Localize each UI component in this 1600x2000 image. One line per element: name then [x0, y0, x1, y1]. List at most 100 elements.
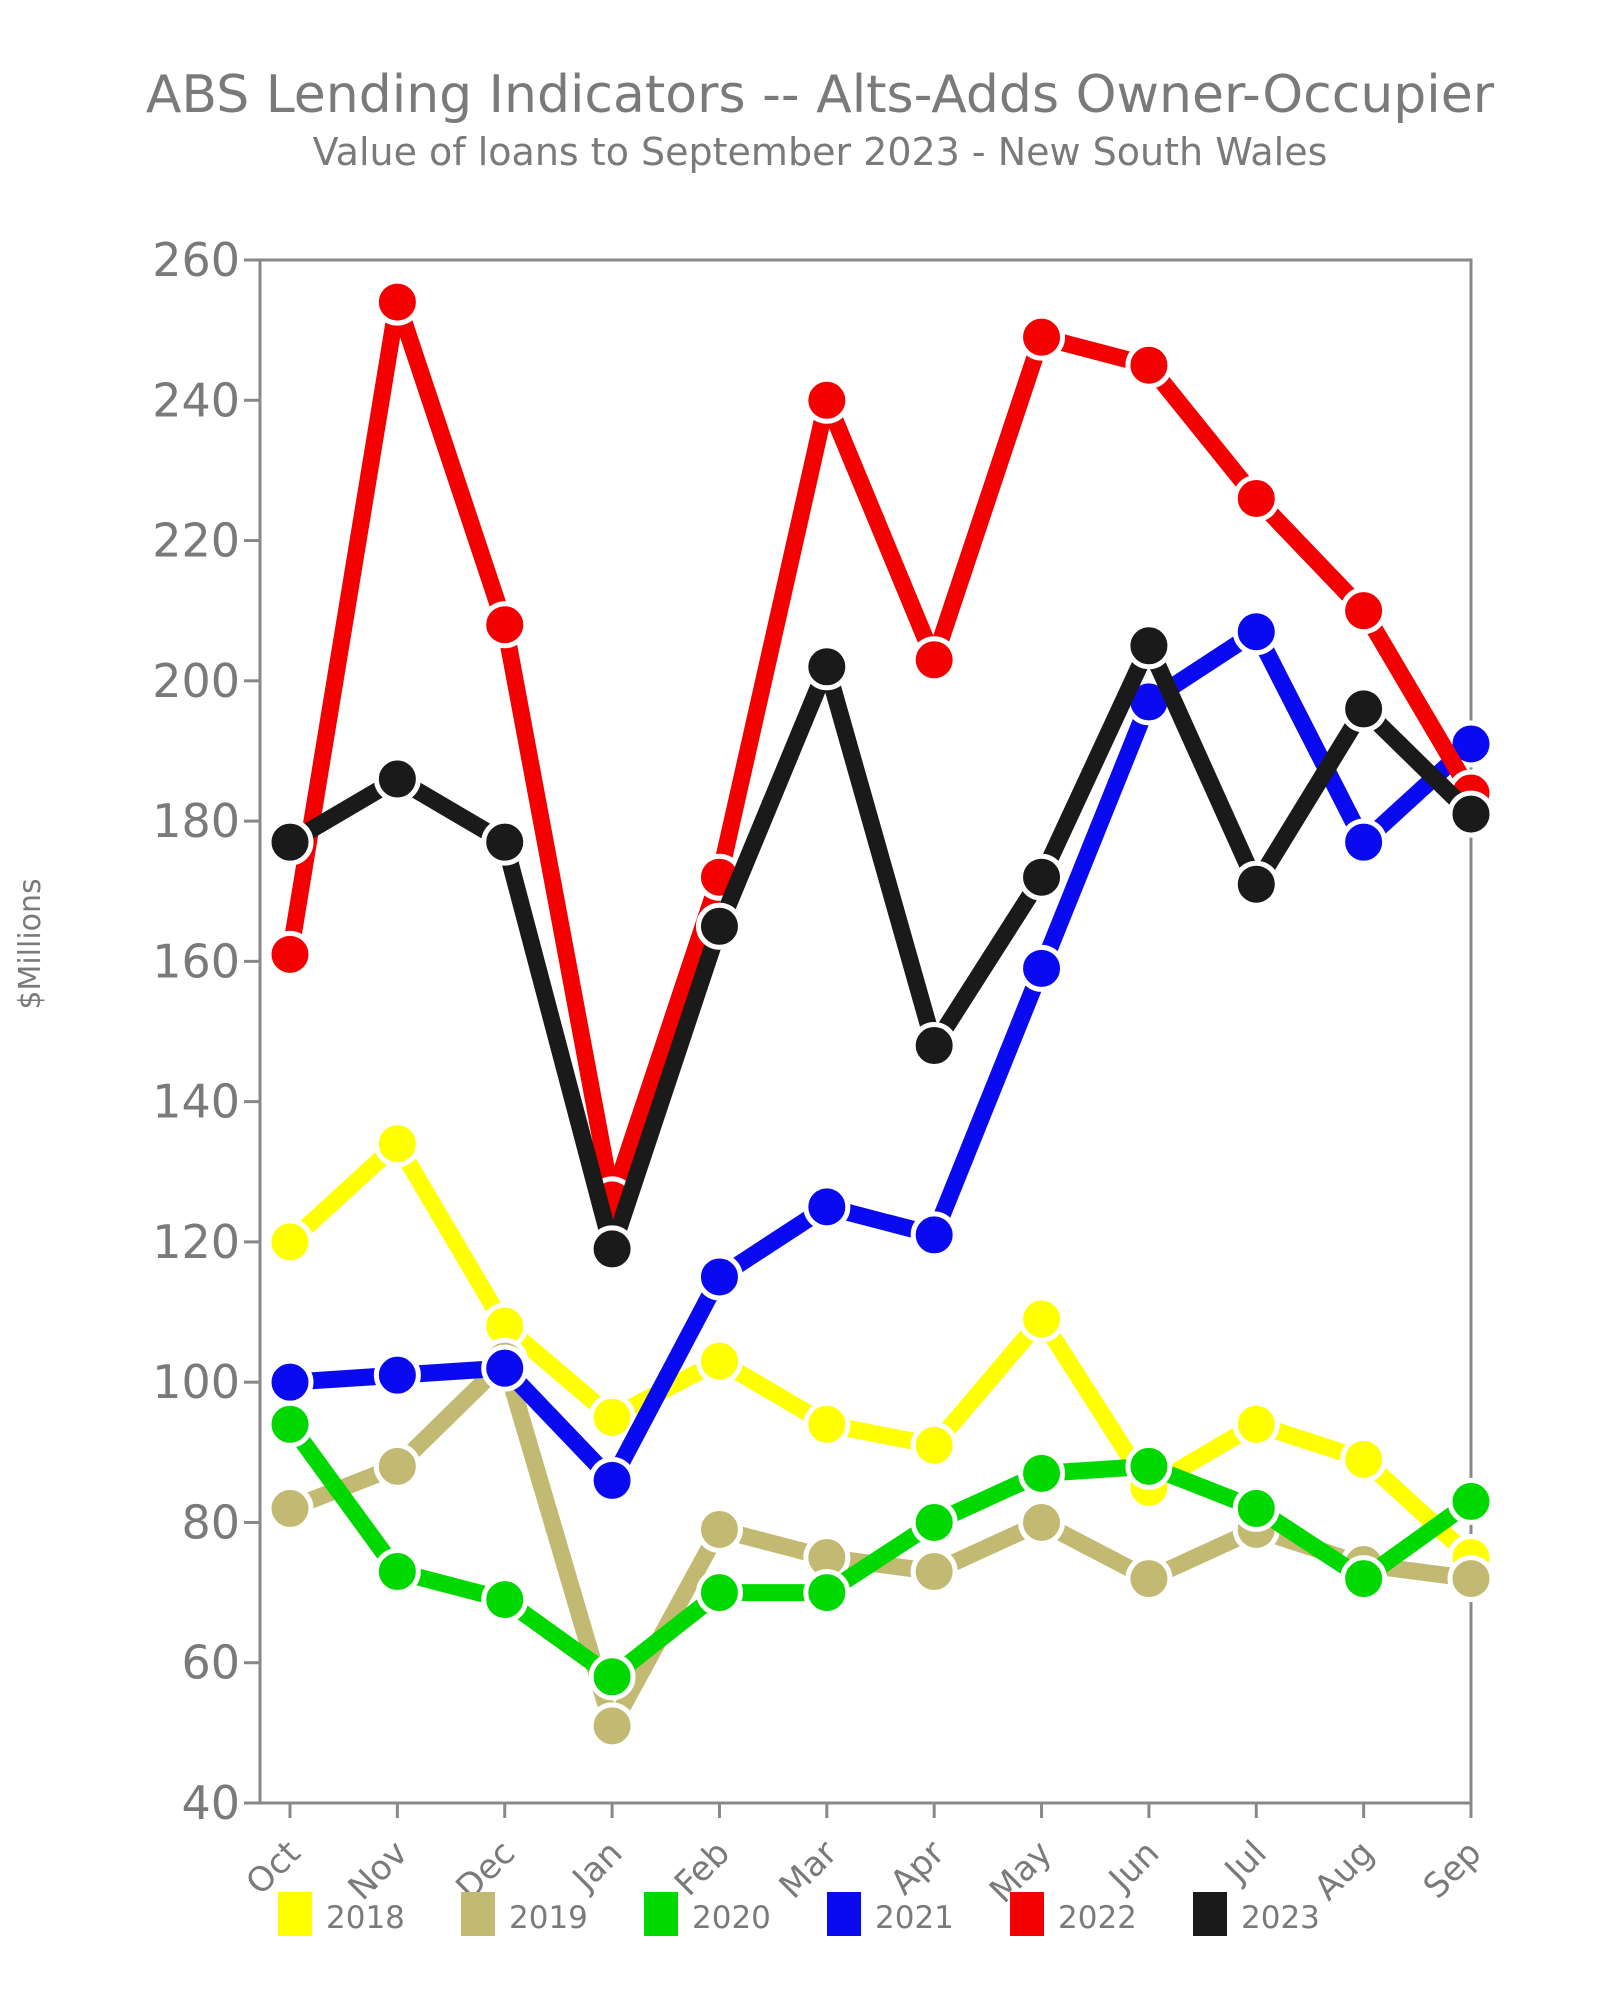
- series-2019-point-Oct: [266, 1484, 314, 1532]
- y-tick-label: 260: [152, 233, 240, 287]
- x-tick-label: Sep: [1416, 1833, 1490, 1907]
- series-2018-point-Nov: [373, 1120, 421, 1168]
- y-tick-label: 200: [152, 654, 240, 708]
- x-tick-label: Jun: [1100, 1833, 1167, 1900]
- series-2023-point-Dec: [481, 818, 529, 866]
- legend-item-2020: 2020: [644, 1892, 771, 1936]
- legend-swatch-2019: [461, 1892, 495, 1936]
- y-tick-label: 60: [181, 1636, 240, 1690]
- x-tick-label: Jan: [564, 1833, 631, 1900]
- series-2022-line: [281, 293, 1479, 1209]
- series-2018: [266, 1120, 1495, 1582]
- chart-subtitle: Value of loans to September 2023 - New S…: [313, 130, 1328, 174]
- series-2023-point-Jun: [1125, 622, 1173, 670]
- series-2019-point-May: [1018, 1498, 1066, 1546]
- series-2019-point-Nov: [373, 1442, 421, 1490]
- legend-label-2021: 2021: [875, 1900, 954, 1936]
- series-2019-point-Jun: [1125, 1555, 1173, 1603]
- series-2018-point-Oct: [266, 1218, 314, 1266]
- series-2022-point-May: [1018, 313, 1066, 361]
- series-2022-point-Dec: [481, 601, 529, 649]
- legend-swatch-2018: [278, 1892, 312, 1936]
- series-2021-point-Oct: [266, 1358, 314, 1406]
- series-2020-point-Sep: [1447, 1477, 1495, 1525]
- series-2020-point-Mar: [803, 1569, 851, 1617]
- y-tick-label: 240: [152, 373, 240, 427]
- series-layer: [266, 278, 1495, 1750]
- y-tick-label: 120: [152, 1215, 240, 1269]
- series-2018-point-Jul: [1232, 1400, 1280, 1448]
- series-2020-point-Oct: [266, 1400, 314, 1448]
- series-2023-point-Aug: [1340, 685, 1388, 733]
- legend-swatch-2022: [1010, 1892, 1044, 1936]
- series-2021-point-May: [1018, 944, 1066, 992]
- series-2023-point-Jan: [588, 1225, 636, 1273]
- y-tick-label: 160: [152, 934, 240, 988]
- legend-label-2020: 2020: [692, 1900, 771, 1936]
- series-2021-point-Apr: [910, 1211, 958, 1259]
- series-2022-point-Aug: [1340, 587, 1388, 635]
- series-2021-point-Aug: [1340, 818, 1388, 866]
- series-2018-line: [284, 1135, 1477, 1564]
- series-2020-point-Jul: [1232, 1484, 1280, 1532]
- legend-label-2018: 2018: [326, 1900, 405, 1936]
- series-2021-point-Jan: [588, 1456, 636, 1504]
- plot-frame: [258, 258, 1473, 1805]
- series-2023-point-Mar: [803, 643, 851, 691]
- series-2020: [266, 1400, 1495, 1701]
- legend-label-2023: 2023: [1241, 1900, 1320, 1936]
- legend-label-2022: 2022: [1058, 1900, 1137, 1936]
- legend-label-2019: 2019: [509, 1900, 588, 1936]
- series-2022-point-Mar: [803, 376, 851, 424]
- series-2020-point-Dec: [481, 1576, 529, 1624]
- series-2021-point-Nov: [373, 1351, 421, 1399]
- series-2021-point-Jul: [1232, 608, 1280, 656]
- series-2021: [266, 608, 1495, 1504]
- legend-swatch-2023: [1193, 1892, 1227, 1936]
- series-2018-point-Jan: [588, 1393, 636, 1441]
- series-2021-point-Dec: [481, 1344, 529, 1392]
- series-2023-point-Jul: [1232, 860, 1280, 908]
- series-2019-line: [286, 1352, 1473, 1735]
- series-2022-point-Jul: [1232, 474, 1280, 522]
- x-tick-label: Apr: [883, 1833, 953, 1903]
- series-2019-point-Jan: [588, 1702, 636, 1750]
- y-tick-label: 100: [152, 1355, 240, 1409]
- y-tick-label: 180: [152, 794, 240, 848]
- series-2021-point-Mar: [803, 1183, 851, 1231]
- y-tick-label: 140: [152, 1075, 240, 1129]
- series-2023: [266, 622, 1495, 1273]
- series-2022-point-Nov: [373, 278, 421, 326]
- series-2023-point-May: [1018, 853, 1066, 901]
- series-2022-point-Apr: [910, 636, 958, 684]
- series-2023-point-Oct: [266, 818, 314, 866]
- series-2023-point-Sep: [1447, 790, 1495, 838]
- legend: 2018 2019 2020 2021 2022 2023: [278, 1892, 1320, 1936]
- series-2023-point-Feb: [695, 902, 743, 950]
- series-2020-point-Apr: [910, 1498, 958, 1546]
- y-tick-label: 40: [181, 1776, 240, 1830]
- series-2022-point-Oct: [266, 930, 314, 978]
- series-2018-point-Aug: [1340, 1435, 1388, 1483]
- y-tick-label: 220: [152, 514, 240, 568]
- series-2020-point-Aug: [1340, 1555, 1388, 1603]
- x-tick-label: Aug: [1307, 1833, 1382, 1908]
- series-2019-point-Apr: [910, 1548, 958, 1596]
- series-2021-line: [289, 623, 1477, 1489]
- legend-swatch-2020: [644, 1892, 678, 1936]
- x-tick-label: Nov: [341, 1833, 416, 1908]
- legend-item-2023: 2023: [1193, 1892, 1320, 1936]
- series-2020-point-Nov: [373, 1548, 421, 1596]
- series-2018-point-May: [1018, 1295, 1066, 1343]
- series-2023-line: [285, 637, 1477, 1258]
- chart-title: ABS Lending Indicators -- Alts-Adds Owne…: [146, 65, 1495, 125]
- y-tick-label: 80: [181, 1495, 240, 1549]
- series-2021-point-Feb: [695, 1253, 743, 1301]
- legend-swatch-2021: [827, 1892, 861, 1936]
- legend-item-2019: 2019: [461, 1892, 588, 1936]
- series-2022-point-Jun: [1125, 341, 1173, 389]
- series-2020-point-Jan: [588, 1653, 636, 1701]
- series-2023-point-Apr: [910, 1022, 958, 1070]
